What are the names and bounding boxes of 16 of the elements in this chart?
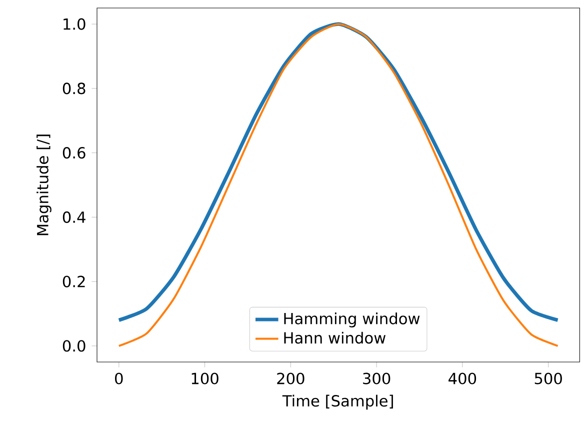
x-tick-label: 400: [448, 372, 476, 384]
x-tick-label: 300: [363, 372, 390, 384]
legend-label: Hann window: [284, 332, 386, 344]
x-tick-label: 100: [192, 372, 218, 384]
x-tick-label: 0: [115, 372, 123, 384]
x-axis-title: Time [Sample]: [282, 394, 393, 410]
y-tick-label: 0.2: [62, 276, 85, 288]
legend-label: Hamming window: [284, 312, 420, 328]
x-tick-label: 200: [277, 372, 304, 384]
y-tick-label: 0.4: [62, 211, 86, 223]
x-tick-label: 500: [534, 372, 562, 384]
y-tick-label: 0.8: [62, 82, 86, 94]
y-tick-label: 0.6: [62, 147, 86, 159]
y-tick-label: 1.0: [64, 18, 86, 30]
y-axis-title: Magnitude [/]: [36, 134, 52, 236]
y-tick-label: 0.0: [62, 340, 86, 352]
